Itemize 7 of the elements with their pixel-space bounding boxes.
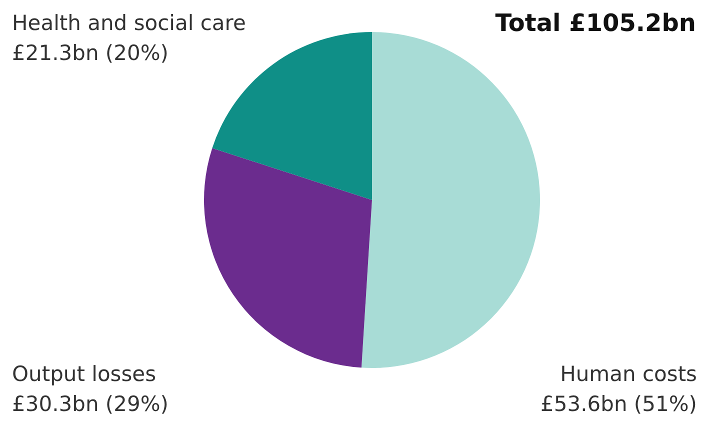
- data-label: £30.3bn (29%): [12, 392, 168, 416]
- slice-label: Health and social care: [12, 11, 246, 35]
- data-label: £21.3bn (20%): [12, 41, 168, 65]
- data-label: £53.6bn (51%): [540, 392, 697, 416]
- slice-label: Output losses: [12, 362, 156, 386]
- chart-title: Total £105.2bn: [495, 9, 696, 37]
- slice-label: Human costs: [560, 362, 697, 386]
